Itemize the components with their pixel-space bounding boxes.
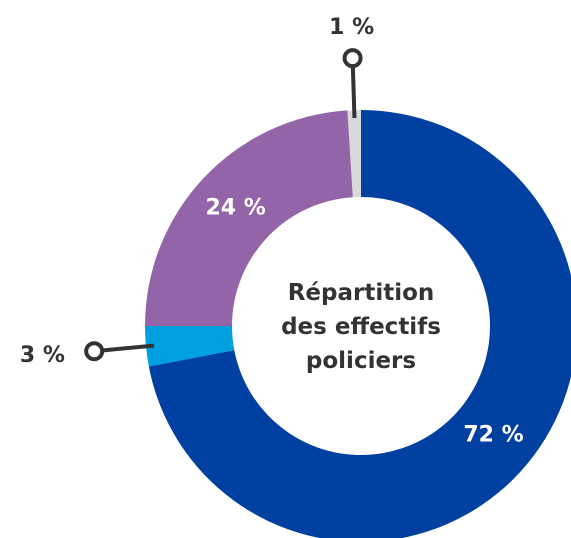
slice-label: 72 % [463,423,523,448]
slice-label: 1 % [329,15,374,40]
leader-dot [342,48,363,69]
slice-label: 24 % [205,195,265,220]
donut-slice [145,110,353,326]
donut-slice [145,326,235,367]
leader-dot [84,341,105,362]
slice-label: 3 % [20,343,65,368]
donut-slice [148,110,571,538]
chart-title: Répartition des effectifs policiers [281,280,441,374]
donut-slice [347,110,361,198]
